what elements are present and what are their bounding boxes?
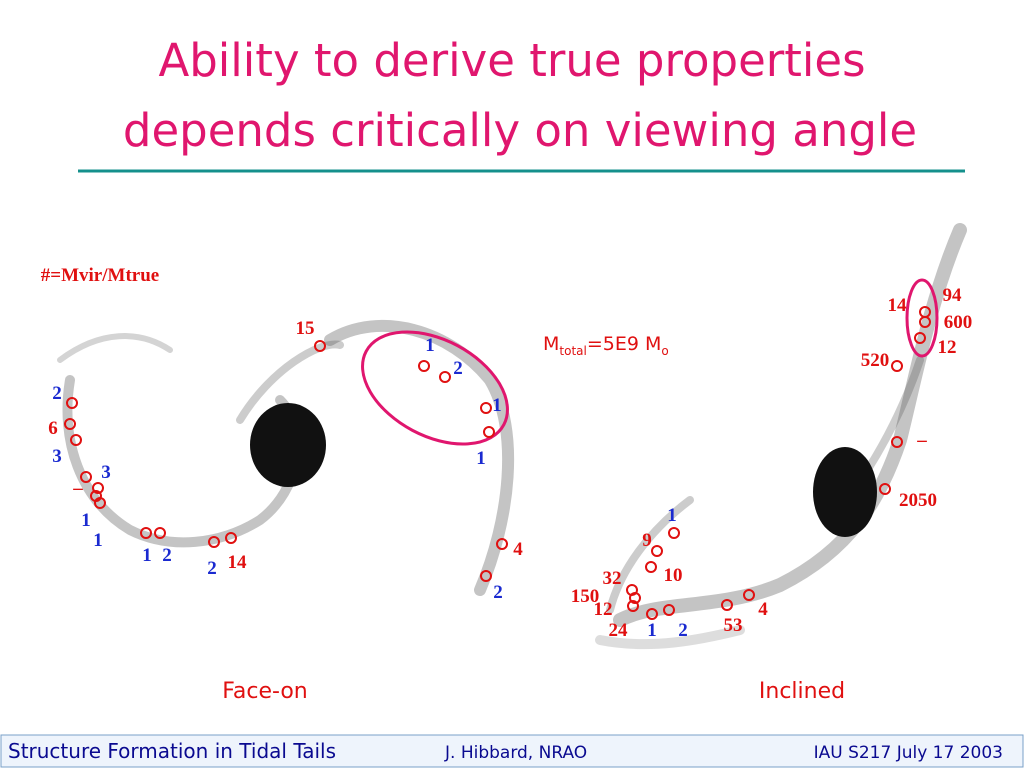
marker-label: 2 (52, 383, 62, 404)
marker-circle (651, 545, 663, 557)
marker-circle (629, 592, 641, 604)
marker-label: 1 (142, 545, 152, 566)
marker-circle (154, 527, 166, 539)
marker-circle (94, 497, 106, 509)
marker-label: 150 (571, 586, 600, 607)
inclined-image (595, 223, 967, 650)
marker-circle (668, 527, 680, 539)
marker-label: 2 (207, 558, 217, 579)
marker-label: – (916, 430, 927, 451)
marker-label: 520 (861, 350, 890, 371)
marker-circle (80, 471, 92, 483)
marker-label: 1 (81, 510, 91, 531)
footer-left: Structure Formation in Tidal Tails (8, 739, 336, 763)
marker-label: 1 (492, 395, 502, 416)
marker-circle (743, 589, 755, 601)
marker-label: 9 (642, 530, 652, 551)
marker-label: 1 (476, 448, 486, 469)
marker-label: 2 (162, 545, 172, 566)
footer-right: IAU S217 July 17 2003 (814, 743, 1003, 763)
markers (64, 306, 931, 620)
marker-label: 12 (594, 599, 613, 620)
marker-label: 6 (48, 418, 58, 439)
marker-label: 4 (513, 539, 523, 560)
marker-label: 2050 (899, 490, 937, 511)
marker-circle (663, 604, 675, 616)
mass-note: Mtotal=5E9 Mo (543, 333, 669, 358)
marker-circle (891, 360, 903, 372)
marker-label: 4 (758, 599, 768, 620)
marker-label: 15 (296, 318, 315, 339)
marker-circle (914, 332, 926, 344)
marker-label: 32 (603, 568, 622, 589)
marker-label: 10 (664, 565, 683, 586)
marker-circle (140, 527, 152, 539)
marker-label: 1 (667, 505, 677, 526)
caption: Inclined (759, 679, 845, 704)
marker-circle (92, 482, 104, 494)
marker-circle (645, 561, 657, 573)
marker-circle (891, 436, 903, 448)
marker-circle (439, 371, 451, 383)
marker-label: 94 (943, 285, 963, 306)
mass-eq: =5E9 M (587, 333, 662, 355)
marker-circle (483, 426, 495, 438)
marker-label: 1 (425, 335, 435, 356)
marker-label: 1 (647, 620, 657, 641)
marker-circle (480, 402, 492, 414)
marker-circle (879, 483, 891, 495)
marker-circle (721, 599, 733, 611)
face-on-image (57, 320, 515, 596)
mass-sub: o (661, 344, 668, 358)
marker-label: 24 (609, 620, 629, 641)
legend: #=Mvir/Mtrue (41, 265, 159, 286)
title: depends critically on viewing angle (123, 104, 917, 157)
marker-label: 3 (52, 446, 62, 467)
marker-label: 14 (888, 295, 908, 316)
marker-label: 12 (938, 337, 957, 358)
marker-circle (225, 532, 237, 544)
marker-circle (646, 608, 658, 620)
marker-circle (919, 316, 931, 328)
footer-bar (0, 734, 1024, 768)
marker-circle (480, 570, 492, 582)
marker-label: 1 (93, 530, 103, 551)
marker-label: 3 (101, 462, 111, 483)
marker-label: 14 (228, 552, 248, 573)
marker-circle (314, 340, 326, 352)
marker-circle (418, 360, 430, 372)
marker-circle (70, 434, 82, 446)
marker-label: 53 (724, 615, 743, 636)
marker-label: 2 (493, 582, 503, 603)
marker-circle (627, 600, 639, 612)
title: Ability to derive true properties (158, 34, 865, 87)
caption: Face-on (222, 679, 308, 704)
mass-m: M (543, 333, 559, 355)
footer-middle: J. Hibbard, NRAO (444, 743, 587, 763)
marker-circle (496, 538, 508, 550)
marker-label: 2 (453, 358, 463, 379)
marker-label: – (72, 478, 83, 499)
marker-label: 2 (678, 620, 688, 641)
marker-label: 600 (944, 312, 973, 333)
marker-circle (64, 418, 76, 430)
marker-circle (208, 536, 220, 548)
marker-circle (66, 397, 78, 409)
mass-sub: total (559, 344, 586, 358)
